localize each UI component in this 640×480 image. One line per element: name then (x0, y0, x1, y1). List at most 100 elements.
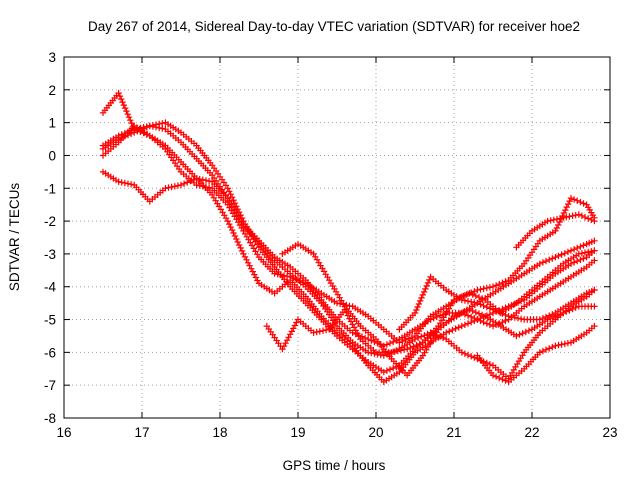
data-point (546, 312, 553, 319)
y-tick-label-2: 1 (48, 116, 56, 131)
data-point (480, 319, 487, 326)
data-point (474, 299, 481, 307)
data-point (489, 306, 497, 313)
data-point (333, 299, 341, 307)
data-point (280, 342, 288, 350)
x-tick-label-1: 17 (134, 425, 149, 440)
data-point (226, 188, 233, 195)
data-point (536, 316, 543, 323)
data-point (119, 98, 126, 106)
data-point (436, 333, 444, 340)
data-point (552, 254, 559, 261)
data-point (439, 334, 447, 342)
data-point (390, 364, 397, 372)
data-point (285, 334, 292, 341)
data-point (143, 124, 150, 131)
data-point (563, 214, 570, 221)
data-point (424, 279, 432, 287)
data-point (430, 315, 437, 322)
data-point (564, 248, 572, 256)
data-point (125, 114, 133, 121)
y-tick-label-1: 2 (48, 83, 56, 98)
data-point (468, 298, 475, 305)
data-point (562, 206, 569, 214)
data-point (159, 125, 166, 132)
data-point (115, 178, 122, 185)
data-point (542, 257, 550, 265)
data-point (433, 313, 440, 321)
data-point (413, 306, 420, 314)
data-point (492, 307, 500, 315)
data-point (560, 209, 568, 217)
data-point (115, 89, 122, 97)
data-point (288, 328, 295, 335)
data-point (581, 249, 589, 256)
data-point (427, 316, 434, 323)
data-point (393, 337, 400, 344)
data-point (578, 212, 586, 219)
data-point (549, 343, 556, 351)
data-point (127, 130, 135, 137)
data-point (414, 334, 422, 342)
data-point (418, 333, 425, 340)
data-point (227, 191, 234, 198)
data-point (115, 135, 122, 143)
data-point (386, 340, 394, 347)
data-point (566, 197, 573, 205)
data-point (243, 256, 250, 263)
data-point (585, 215, 592, 222)
data-point (499, 319, 506, 326)
data-point (575, 211, 582, 218)
data-point (458, 322, 465, 330)
y-tick-label-6: -3 (44, 247, 56, 262)
data-point (121, 104, 129, 112)
data-point (474, 316, 481, 323)
data-point (140, 125, 147, 132)
data-point (282, 340, 289, 347)
data-point (574, 197, 581, 204)
data-point (567, 247, 575, 254)
data-point (244, 259, 252, 266)
y-tick-label-9: -6 (44, 345, 56, 360)
data-point (539, 315, 547, 322)
data-point (457, 310, 464, 317)
data-point (475, 310, 483, 317)
data-point (499, 310, 506, 317)
data-point (277, 271, 284, 279)
data-point (402, 336, 409, 344)
data-point (423, 282, 430, 290)
data-point (478, 311, 486, 319)
data-point (388, 349, 395, 356)
series-trace-9 (474, 322, 598, 386)
data-point (477, 286, 484, 293)
y-tick-label-8: -5 (44, 313, 56, 328)
data-point (578, 250, 586, 257)
data-point (187, 177, 194, 185)
y-axis-label: SDTVAR / TECUs (7, 183, 22, 292)
data-point (134, 128, 141, 135)
data-point (519, 330, 526, 337)
data-point (426, 276, 433, 284)
data-point (419, 291, 426, 299)
data-point (574, 257, 581, 265)
data-point (316, 328, 323, 335)
x-tick-label-5: 21 (446, 425, 461, 440)
data-point (580, 200, 587, 207)
data-point (390, 338, 397, 346)
series-trace-10 (513, 211, 598, 251)
data-point (368, 337, 375, 344)
data-point (365, 336, 372, 343)
data-point (237, 244, 244, 252)
data-point (460, 309, 467, 316)
data-point (461, 321, 469, 328)
data-point (502, 278, 509, 285)
data-point (556, 215, 564, 222)
data-point (516, 331, 523, 338)
data-point (224, 185, 231, 192)
x-tick-label-7: 23 (602, 425, 617, 440)
data-point (591, 247, 598, 254)
data-point (436, 312, 444, 319)
data-point (452, 325, 459, 332)
data-point (549, 255, 556, 262)
data-point (354, 330, 361, 337)
